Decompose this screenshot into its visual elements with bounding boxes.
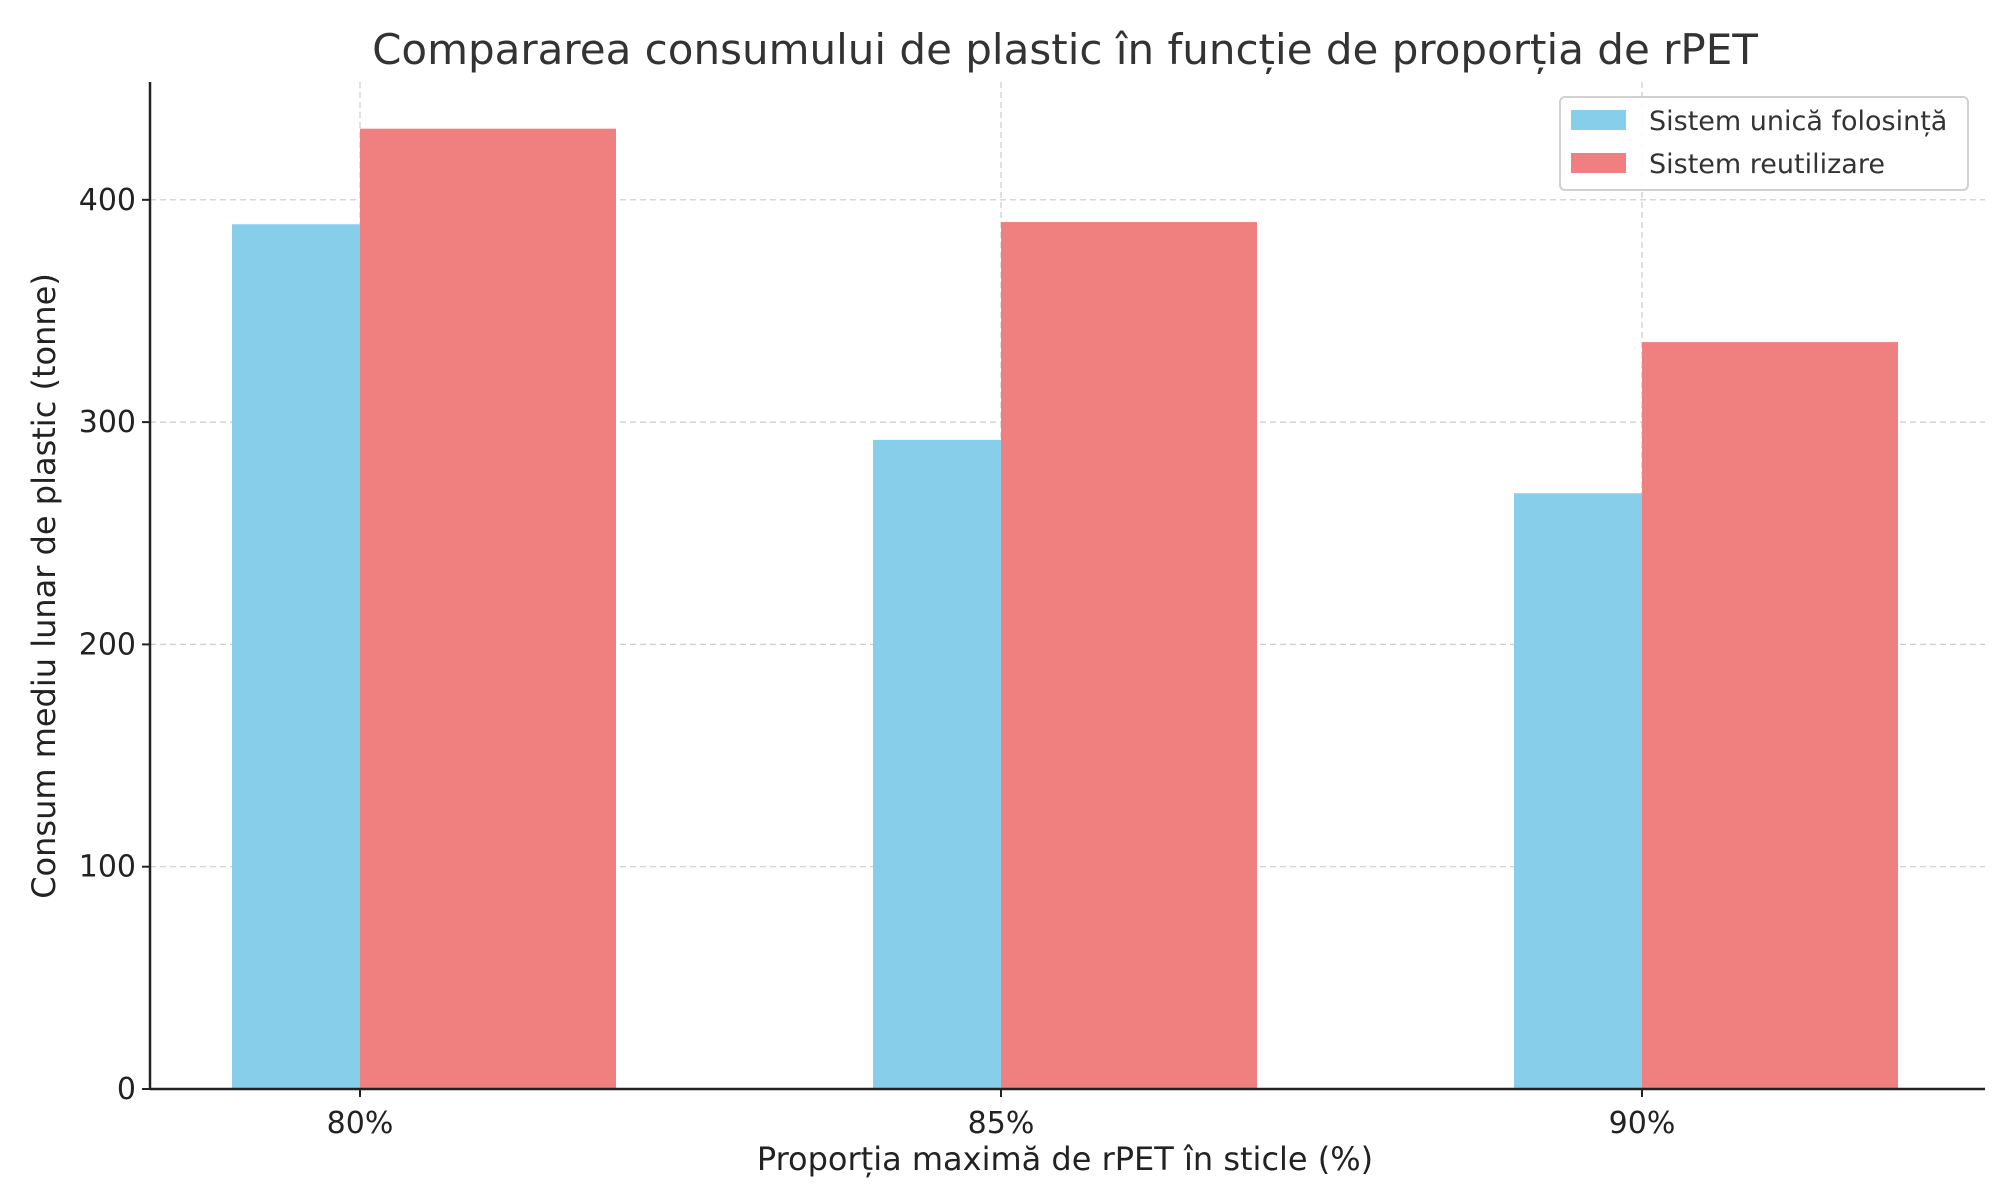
legend-label-single-use: Sistem unică folosință	[1649, 106, 1947, 137]
bar-single-use-1	[873, 439, 1001, 1089]
y-ticks: 0 100 200 300 400	[79, 183, 150, 1107]
bars	[232, 128, 1898, 1090]
y-tick-label: 200	[79, 627, 136, 662]
legend-box	[1559, 96, 1969, 191]
legend-swatch-single-use	[1571, 110, 1626, 130]
x-tick-label: 85%	[968, 1106, 1035, 1141]
x-axis-label: Proporția maximă de rPET în sticle (%)	[757, 1140, 1373, 1178]
legend: Sistem unică folosință Sistem reutilizar…	[1559, 96, 1969, 191]
legend-swatch-reuse	[1571, 153, 1626, 173]
bar-reuse-1	[1001, 222, 1257, 1089]
legend-label-reuse: Sistem reutilizare	[1649, 149, 1885, 180]
x-ticks: 80% 85% 90%	[327, 1089, 1676, 1141]
bar-single-use-2	[1514, 493, 1642, 1089]
y-tick-label: 400	[79, 183, 136, 218]
y-axis-label: Consum mediu lunar de plastic (tonne)	[25, 273, 63, 899]
x-tick-label: 80%	[327, 1106, 394, 1141]
bar-reuse-0	[360, 128, 616, 1089]
y-tick-label: 100	[79, 850, 136, 885]
y-tick-label: 300	[79, 405, 136, 440]
x-tick-label: 90%	[1609, 1106, 1676, 1141]
bar-reuse-2	[1642, 342, 1898, 1090]
chart-title: Compararea consumului de plastic în func…	[372, 25, 1758, 74]
y-tick-label: 0	[117, 1072, 136, 1107]
bar-single-use-0	[232, 224, 360, 1090]
